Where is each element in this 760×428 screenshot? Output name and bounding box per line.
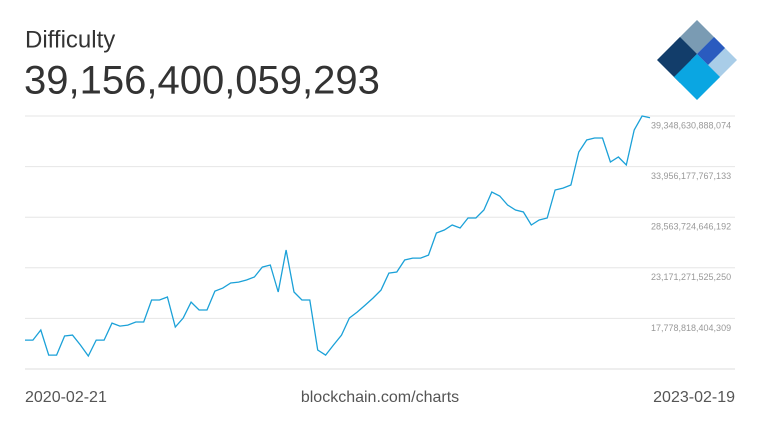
y-tick-label: 28,563,724,646,192 — [651, 222, 731, 232]
y-tick-label: 33,956,177,767,133 — [651, 171, 731, 181]
logo-part — [697, 37, 725, 65]
x-start-label: 2020-02-21 — [25, 389, 107, 406]
logo — [657, 20, 737, 100]
logo-part — [674, 54, 720, 100]
chart-title: Difficulty — [25, 26, 115, 53]
data-line — [25, 115, 651, 358]
x-end-label: 2023-02-19 — [653, 389, 735, 406]
source-label: blockchain.com/charts — [301, 389, 459, 406]
y-tick-label: 17,778,818,404,309 — [651, 323, 731, 333]
y-tick-label: 23,171,271,525,250 — [651, 272, 731, 282]
y-tick-label: 39,348,630,888,074 — [651, 120, 731, 130]
headline-value: 39,156,400,059,293 — [24, 59, 380, 103]
